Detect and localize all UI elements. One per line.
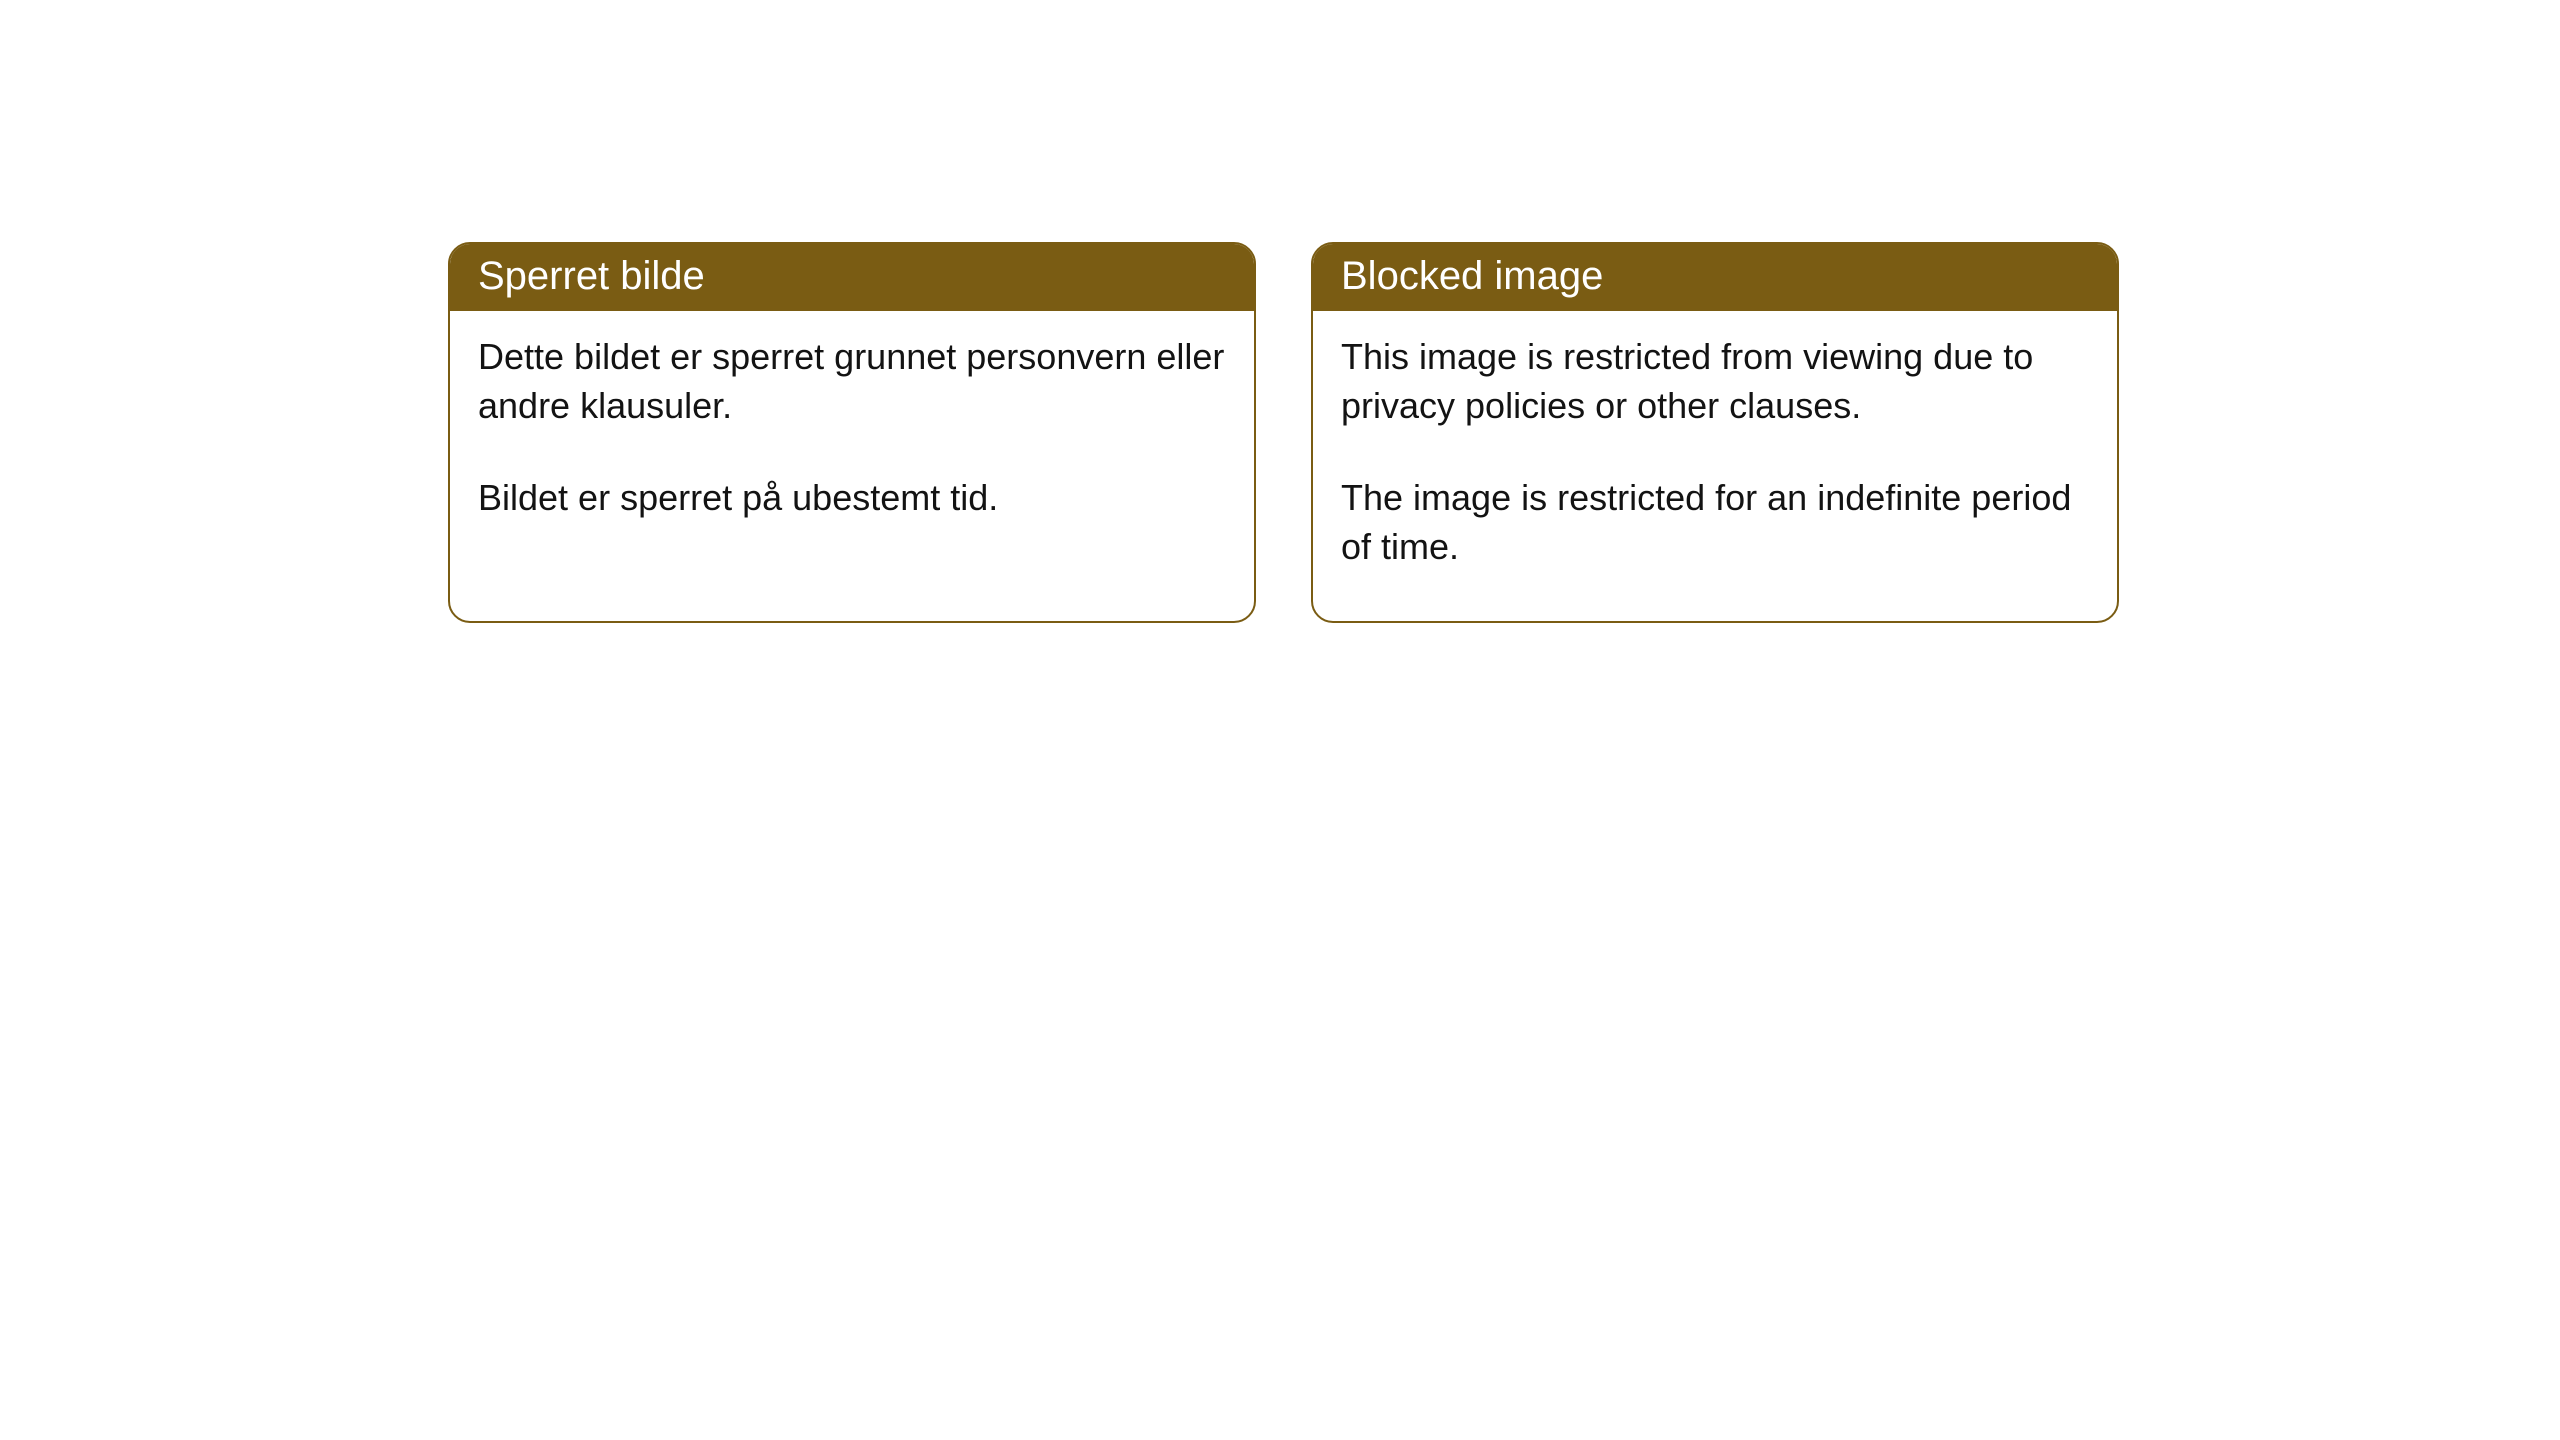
card-header-english: Blocked image (1313, 244, 2117, 311)
blocked-image-card-norwegian: Sperret bilde Dette bildet er sperret gr… (448, 242, 1256, 623)
card-title-english: Blocked image (1341, 254, 1603, 298)
card-paragraph-norwegian-1: Dette bildet er sperret grunnet personve… (478, 333, 1226, 430)
card-body-norwegian: Dette bildet er sperret grunnet personve… (450, 311, 1254, 573)
card-paragraph-english-1: This image is restricted from viewing du… (1341, 333, 2089, 430)
blocked-image-card-english: Blocked image This image is restricted f… (1311, 242, 2119, 623)
card-paragraph-english-2: The image is restricted for an indefinit… (1341, 474, 2089, 571)
notice-cards-container: Sperret bilde Dette bildet er sperret gr… (448, 242, 2119, 623)
card-header-norwegian: Sperret bilde (450, 244, 1254, 311)
card-title-norwegian: Sperret bilde (478, 254, 705, 298)
card-body-english: This image is restricted from viewing du… (1313, 311, 2117, 621)
card-paragraph-norwegian-2: Bildet er sperret på ubestemt tid. (478, 474, 1226, 523)
